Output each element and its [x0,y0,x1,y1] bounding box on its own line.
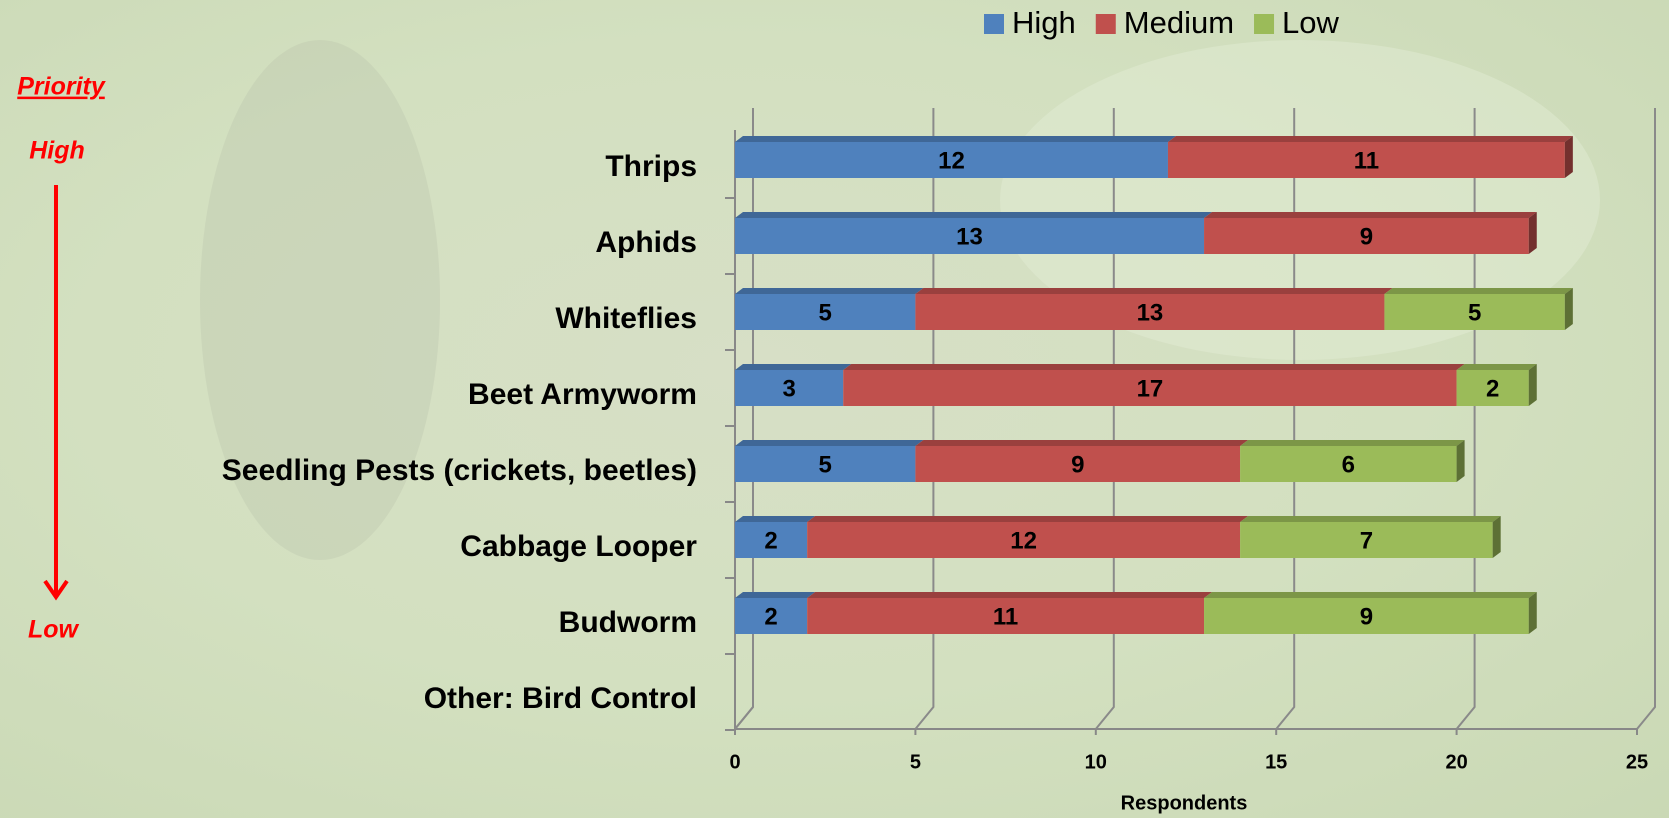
value-label: 9 [1071,451,1084,478]
bar-top [807,516,1248,522]
value-label: 6 [1342,451,1355,478]
value-label: 11 [1354,147,1379,174]
value-label: 2 [764,527,777,554]
value-label: 11 [993,603,1018,630]
y-tick-label: Cabbage Looper [460,530,697,563]
y-tick-label: Other: Bird Control [424,682,697,715]
x-tick-label: 20 [1445,751,1467,773]
bar-side [1529,212,1537,254]
value-label: 7 [1360,527,1373,554]
value-label: 2 [1486,375,1499,402]
x-tick-label: 10 [1085,751,1107,773]
bar-top [1240,516,1501,522]
legend-label: High [1012,5,1076,40]
bar-top [915,288,1392,294]
x-tick-label: 25 [1626,751,1648,773]
y-tick-label: Budworm [559,606,697,639]
x-axis-title: Respondents [1121,792,1248,814]
bar-top [1240,440,1464,446]
value-label: 2 [764,603,777,630]
x-tick-label: 0 [729,751,740,773]
value-label: 17 [1137,375,1164,402]
bar-side [1529,364,1537,406]
value-label: 3 [782,375,795,402]
bar-top [735,440,923,446]
bar-side [1529,592,1537,634]
bar-top [735,136,1176,142]
bar-top [735,592,815,598]
y-tick-label: Beet Armyworm [468,378,697,411]
value-label: 13 [956,223,983,250]
y-tick-label: Thrips [605,150,697,183]
bar-top [1204,212,1537,218]
bar-side [1493,516,1501,558]
value-label: 9 [1360,603,1373,630]
legend-label: Medium [1124,5,1234,40]
value-label: 9 [1360,223,1373,250]
legend-swatch [1096,14,1116,34]
y-tick-label: Whiteflies [555,302,697,335]
bar-top [735,212,1212,218]
priority-heading: Priority [17,73,106,101]
bar-top [915,440,1248,446]
legend-swatch [1254,14,1274,34]
y-tick-label: Seedling Pests (crickets, beetles) [222,454,697,487]
bar-top [1384,288,1572,294]
bar-top [1204,592,1537,598]
x-tick-label: 15 [1265,751,1287,773]
bar-top [1457,364,1537,370]
bar-top [735,364,851,370]
bar-top [843,364,1464,370]
value-label: 13 [1137,299,1164,326]
bar-side [1565,136,1573,178]
y-tick-label: Aphids [595,226,697,259]
value-label: 5 [819,451,832,478]
priority-high: High [29,137,85,165]
value-label: 12 [1010,527,1037,554]
value-label: 5 [819,299,832,326]
bar-side [1565,288,1573,330]
bar-top [735,288,923,294]
x-tick-label: 5 [910,751,921,773]
value-label: 12 [938,147,965,174]
bar-top [807,592,1212,598]
priority-low: Low [28,616,80,644]
legend-label: Low [1282,5,1339,40]
bar-side [1457,440,1465,482]
chart: Priority High Low Respondents 0510152025… [0,0,1669,818]
bar-top [1168,136,1573,142]
bar-top [735,516,815,522]
value-label: 5 [1468,299,1481,326]
legend-swatch [984,14,1004,34]
